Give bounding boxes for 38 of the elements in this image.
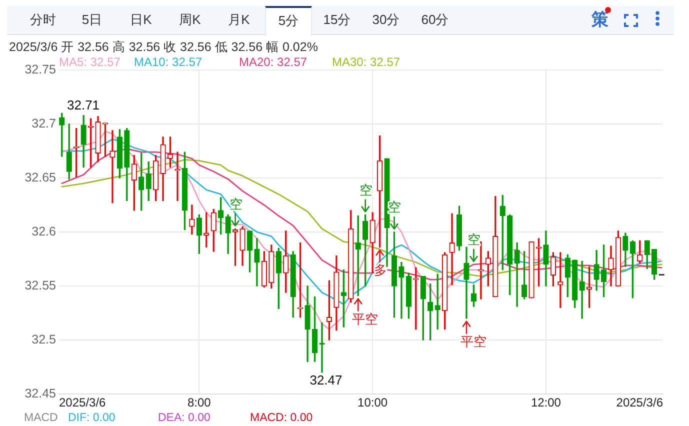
- annotation: 空: [468, 232, 481, 247]
- annotation: 平空: [460, 334, 486, 349]
- y-tick-label: 32.6: [32, 224, 56, 238]
- text: 周K: [178, 11, 202, 29]
- chart-subtitle: 2025/3/6 开 32.56 高 32.56 收 32.56 低 32.56 幅 0.02%: [9, 40, 318, 55]
- annotation: 32.71: [66, 97, 100, 112]
- text: MA5: 32.57: [59, 55, 120, 69]
- annotation: 平空: [352, 311, 378, 326]
- text: 60分: [420, 11, 450, 29]
- text: 15分: [322, 11, 352, 29]
- x-tick-label: 2025/3/6: [616, 396, 664, 410]
- text: 5分: [278, 13, 299, 28]
- text: MA10: 32.57: [134, 55, 202, 69]
- annotation: 32.47: [310, 372, 342, 388]
- text: 5日: [80, 11, 104, 29]
- y-tick-label: 32.5: [32, 332, 56, 346]
- y-tick-label: 32.65: [24, 170, 56, 184]
- text: 月K: [227, 11, 251, 29]
- y-tick-label: 32.45: [24, 386, 56, 400]
- text: 日K: [129, 11, 153, 29]
- y-tick-label: 32.75: [24, 62, 56, 76]
- text: 策: [590, 10, 610, 30]
- text: MACD: 0.00: [250, 412, 313, 425]
- y-tick-label: 32.7: [32, 116, 56, 130]
- x-tick-label: 8:00: [187, 396, 212, 410]
- text: MA20: 32.57: [239, 55, 308, 69]
- x-tick-label: 12:00: [530, 396, 562, 410]
- text: 分时: [29, 11, 57, 29]
- text: DEA: 0.00: [158, 412, 210, 425]
- x-tick-label: 10:00: [358, 396, 388, 410]
- annotation: 空: [229, 196, 242, 212]
- text: DIF: 0.00: [68, 412, 116, 425]
- x-tick-label: 2025/3/6: [59, 396, 106, 410]
- annotation: 空: [359, 182, 372, 198]
- y-tick-label: 32.55: [24, 278, 56, 292]
- text: MA30: 32.57: [332, 55, 400, 69]
- text: 30分: [371, 11, 401, 29]
- text: MACD: [24, 412, 58, 425]
